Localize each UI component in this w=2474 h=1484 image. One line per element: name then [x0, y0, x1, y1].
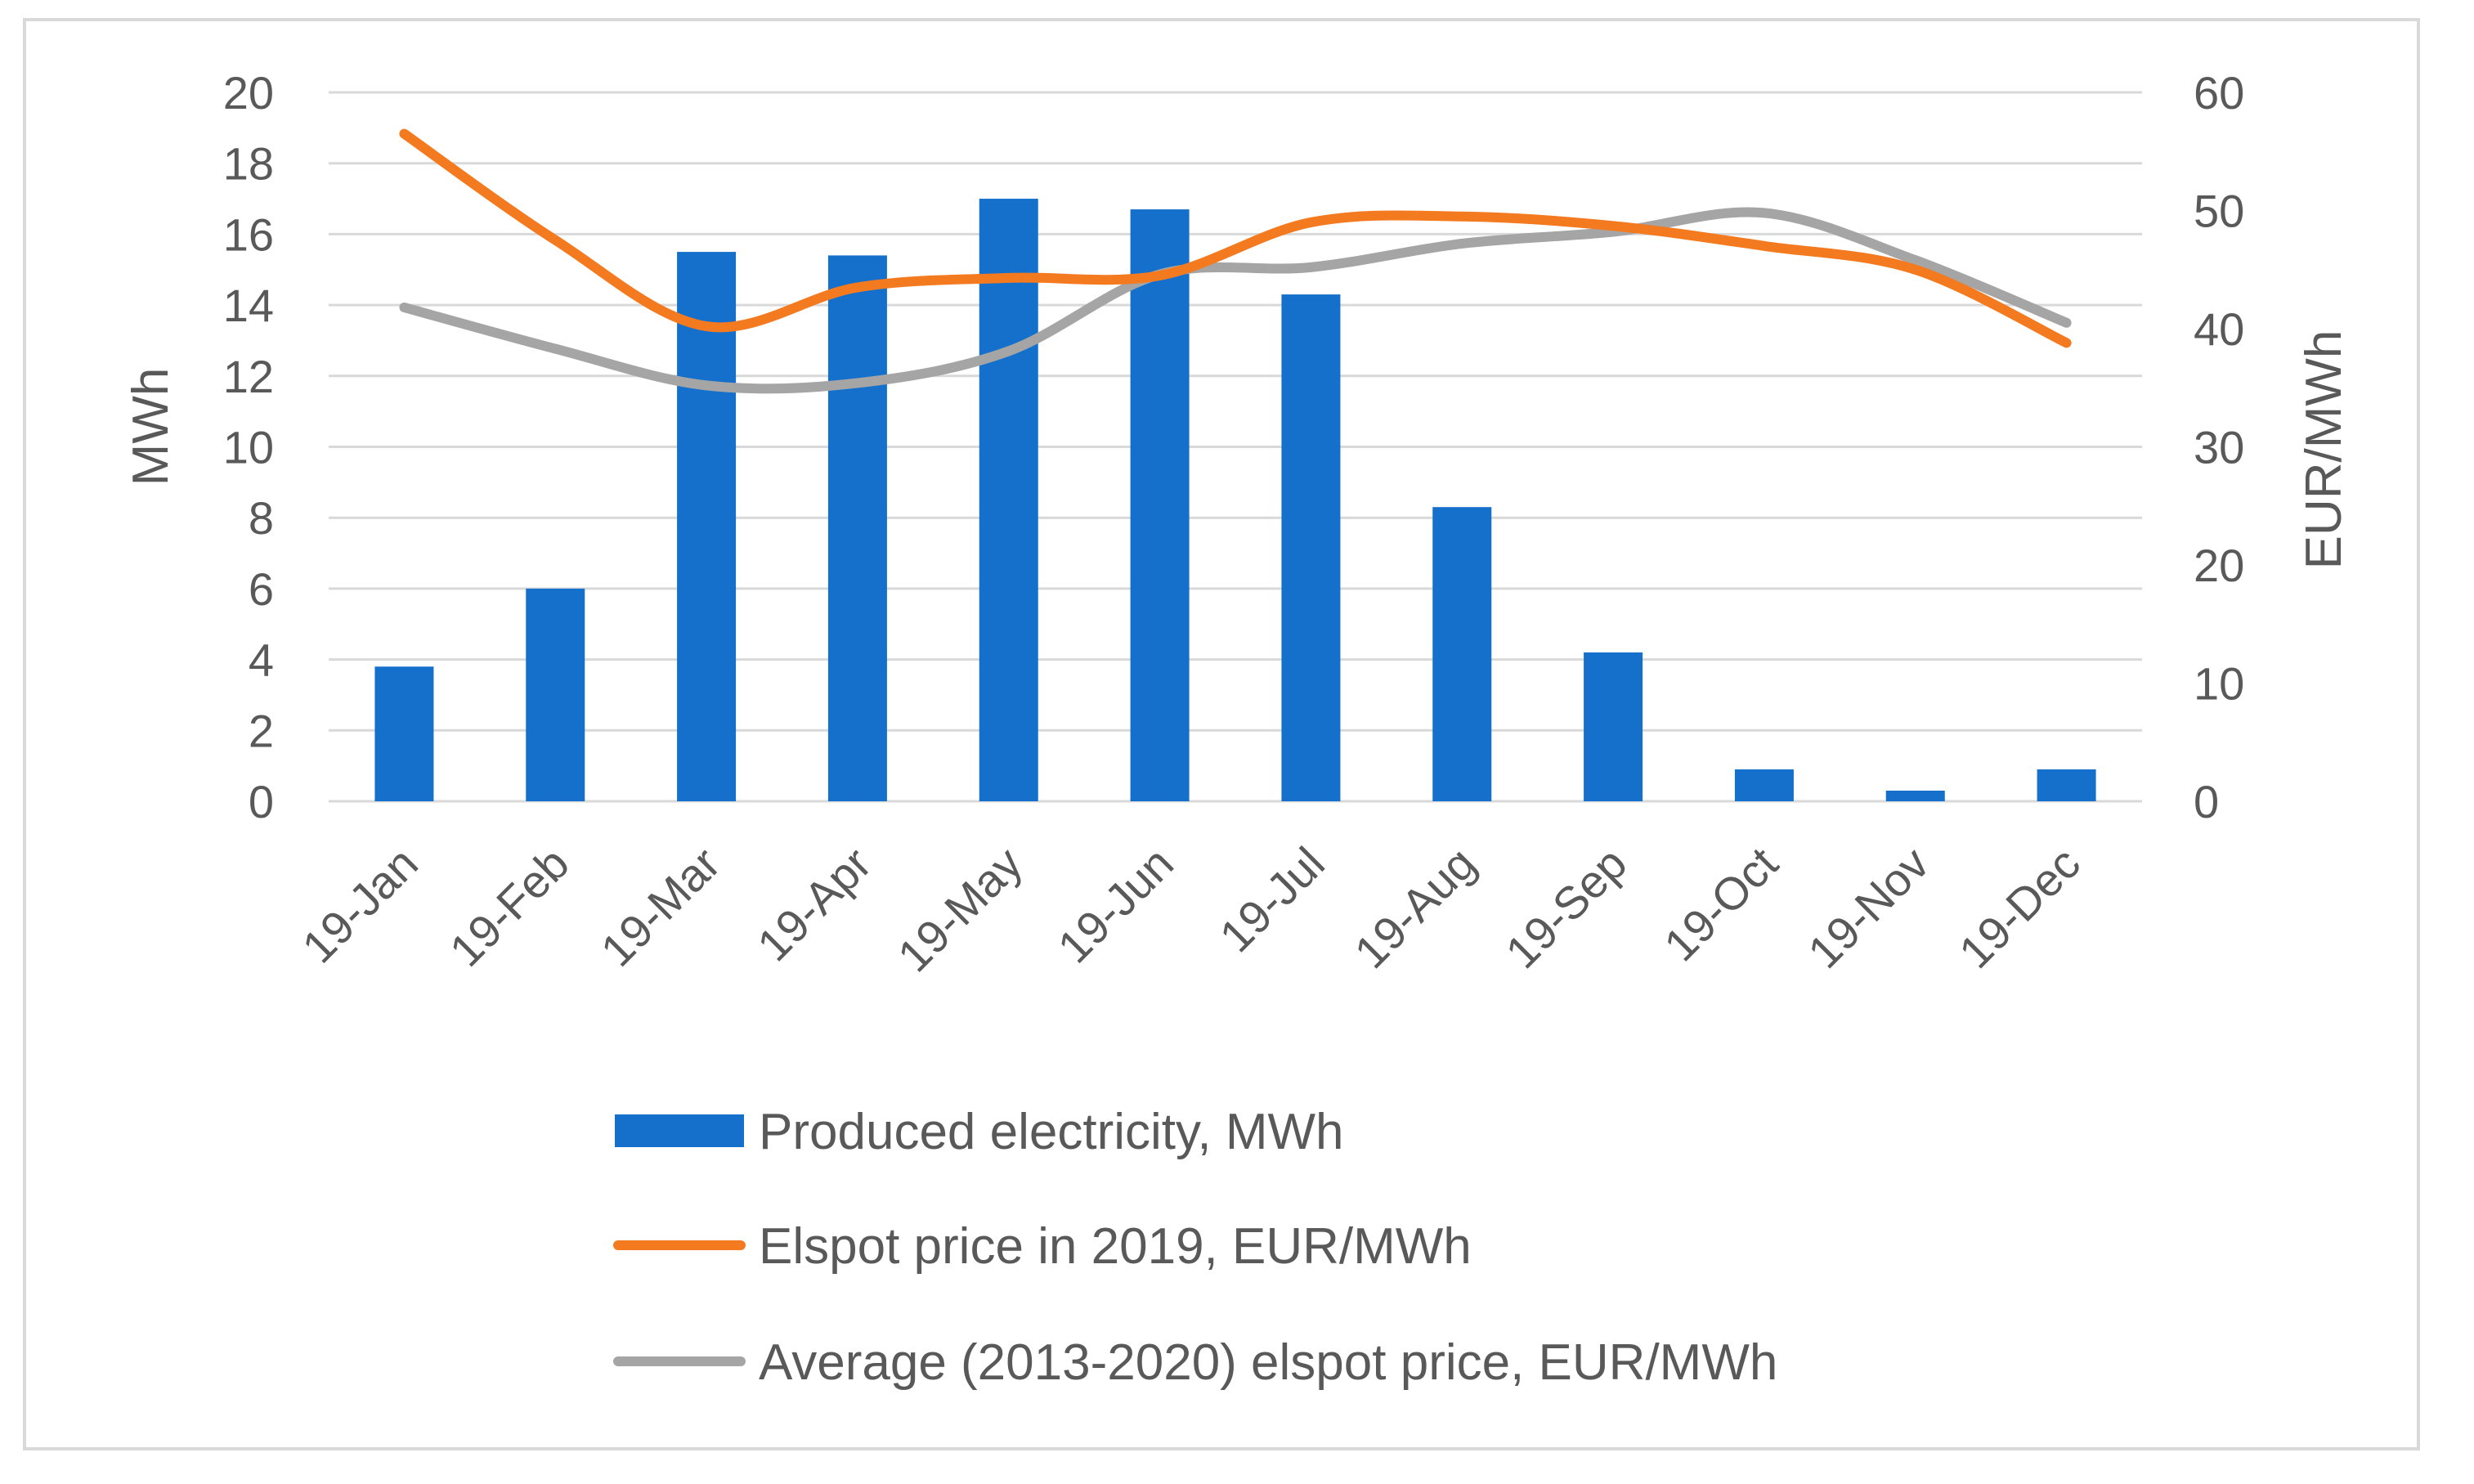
bar: [2037, 769, 2096, 801]
left-tick-label: 20: [223, 67, 274, 119]
line-series: [399, 128, 2072, 394]
legend-swatch: [615, 1114, 744, 1147]
bar: [677, 252, 737, 801]
bar: [1885, 790, 1945, 801]
left-axis-ticks: 0 2 4 6 8 10 12 14 16 18 20: [223, 67, 274, 827]
left-tick-label: 14: [223, 280, 274, 331]
left-tick-label: 8: [249, 492, 274, 544]
right-tick-label: 0: [2194, 776, 2219, 827]
bar: [374, 666, 434, 801]
left-tick-label: 16: [223, 208, 274, 260]
bar: [827, 255, 887, 801]
right-tick-label: 60: [2194, 67, 2244, 119]
left-tick-label: 6: [249, 563, 274, 615]
left-tick-label: 10: [223, 422, 274, 473]
left-tick-label: 12: [223, 351, 274, 402]
bar: [1584, 652, 1643, 801]
left-axis-title: MWh: [123, 368, 179, 486]
left-tick-label: 18: [223, 138, 274, 190]
right-tick-label: 40: [2194, 303, 2244, 355]
left-tick-label: 2: [249, 705, 274, 756]
bar: [1130, 209, 1190, 801]
bar: [1432, 507, 1492, 801]
bar: [1281, 294, 1341, 802]
legend-label: Average (2013-2020) elspot price, EUR/MW…: [759, 1334, 1777, 1391]
right-tick-label: 10: [2194, 658, 2244, 710]
right-axis-ticks: 0 10 20 30 40 50 60: [2194, 67, 2244, 827]
right-tick-label: 50: [2194, 186, 2244, 237]
bar: [526, 588, 585, 801]
right-axis-title: EUR/MWh: [2296, 330, 2352, 570]
series-line: [399, 128, 2072, 348]
left-tick-label: 4: [249, 634, 274, 686]
bar-series: [374, 199, 2096, 802]
legend-label: Elspot price in 2019, EUR/MWh: [759, 1218, 1472, 1275]
gridlines: [329, 91, 2142, 803]
legend: Produced electricity, MWh Elspot price in…: [613, 1104, 1777, 1391]
right-tick-label: 20: [2194, 540, 2244, 591]
bar: [979, 199, 1038, 802]
series-line: [399, 207, 2072, 394]
right-tick-label: 30: [2194, 422, 2244, 473]
left-tick-label: 0: [249, 776, 274, 827]
legend-label: Produced electricity, MWh: [759, 1104, 1344, 1160]
bar: [1734, 769, 1794, 801]
